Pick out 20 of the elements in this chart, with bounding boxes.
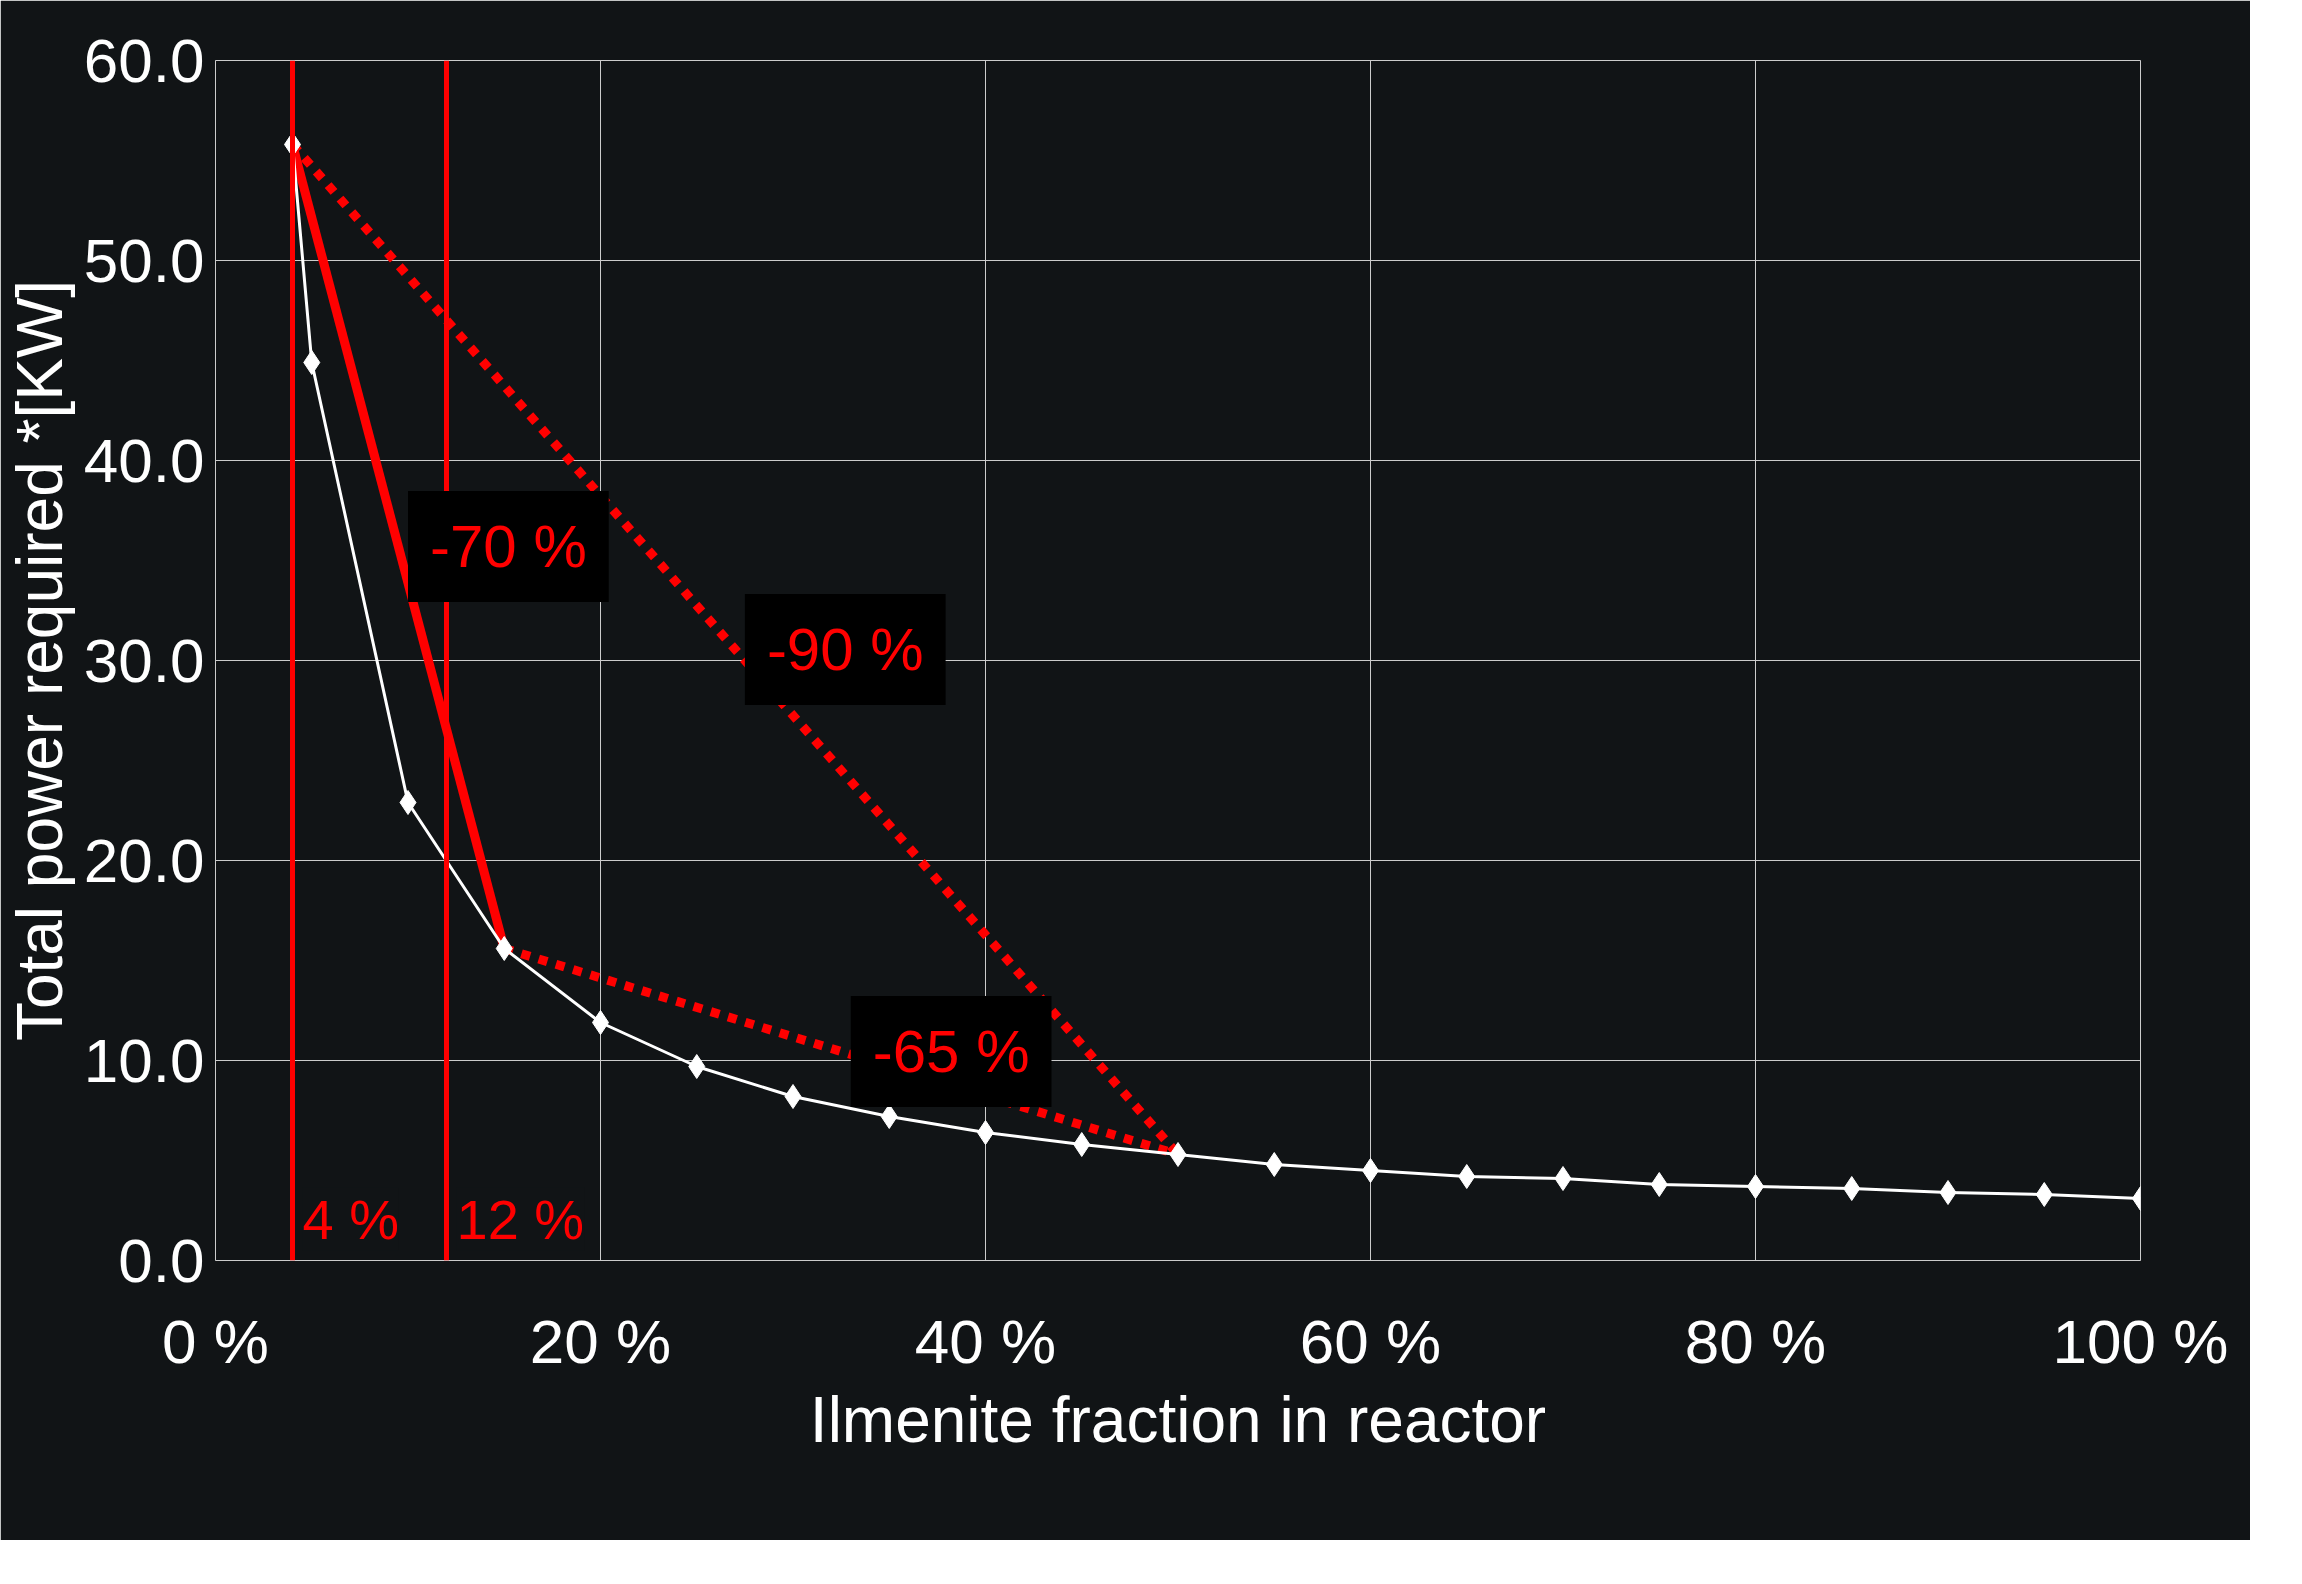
y-axis-title: Total power required *[KW] (3, 279, 76, 1042)
annotation: -90 % (766, 616, 924, 683)
x-tick-label: 40 % (914, 1306, 1057, 1376)
annotation: -65 % (872, 1018, 1030, 1085)
ref-line-label: 4 % (302, 1187, 399, 1251)
y-tick-label: 20.0 (83, 825, 205, 895)
y-tick-label: 10.0 (83, 1025, 205, 1095)
x-tick-label: 0 % (162, 1306, 269, 1376)
x-tick-label: 100 % (2052, 1306, 2229, 1376)
x-tick-label: 60 % (1299, 1306, 1442, 1376)
x-axis-title: Ilmenite fraction in reactor (809, 1383, 1547, 1456)
y-tick-label: 0.0 (118, 1225, 205, 1295)
y-tick-label: 60.0 (83, 25, 205, 95)
y-tick-label: 30.0 (83, 625, 205, 695)
ref-line-label: 12 % (456, 1187, 585, 1251)
annotation: -70 % (430, 513, 587, 580)
y-tick-label: 50.0 (83, 225, 205, 295)
x-tick-label: 20 % (529, 1306, 672, 1376)
y-tick-label: 40.0 (83, 425, 205, 495)
x-tick-label: 80 % (1684, 1306, 1827, 1376)
